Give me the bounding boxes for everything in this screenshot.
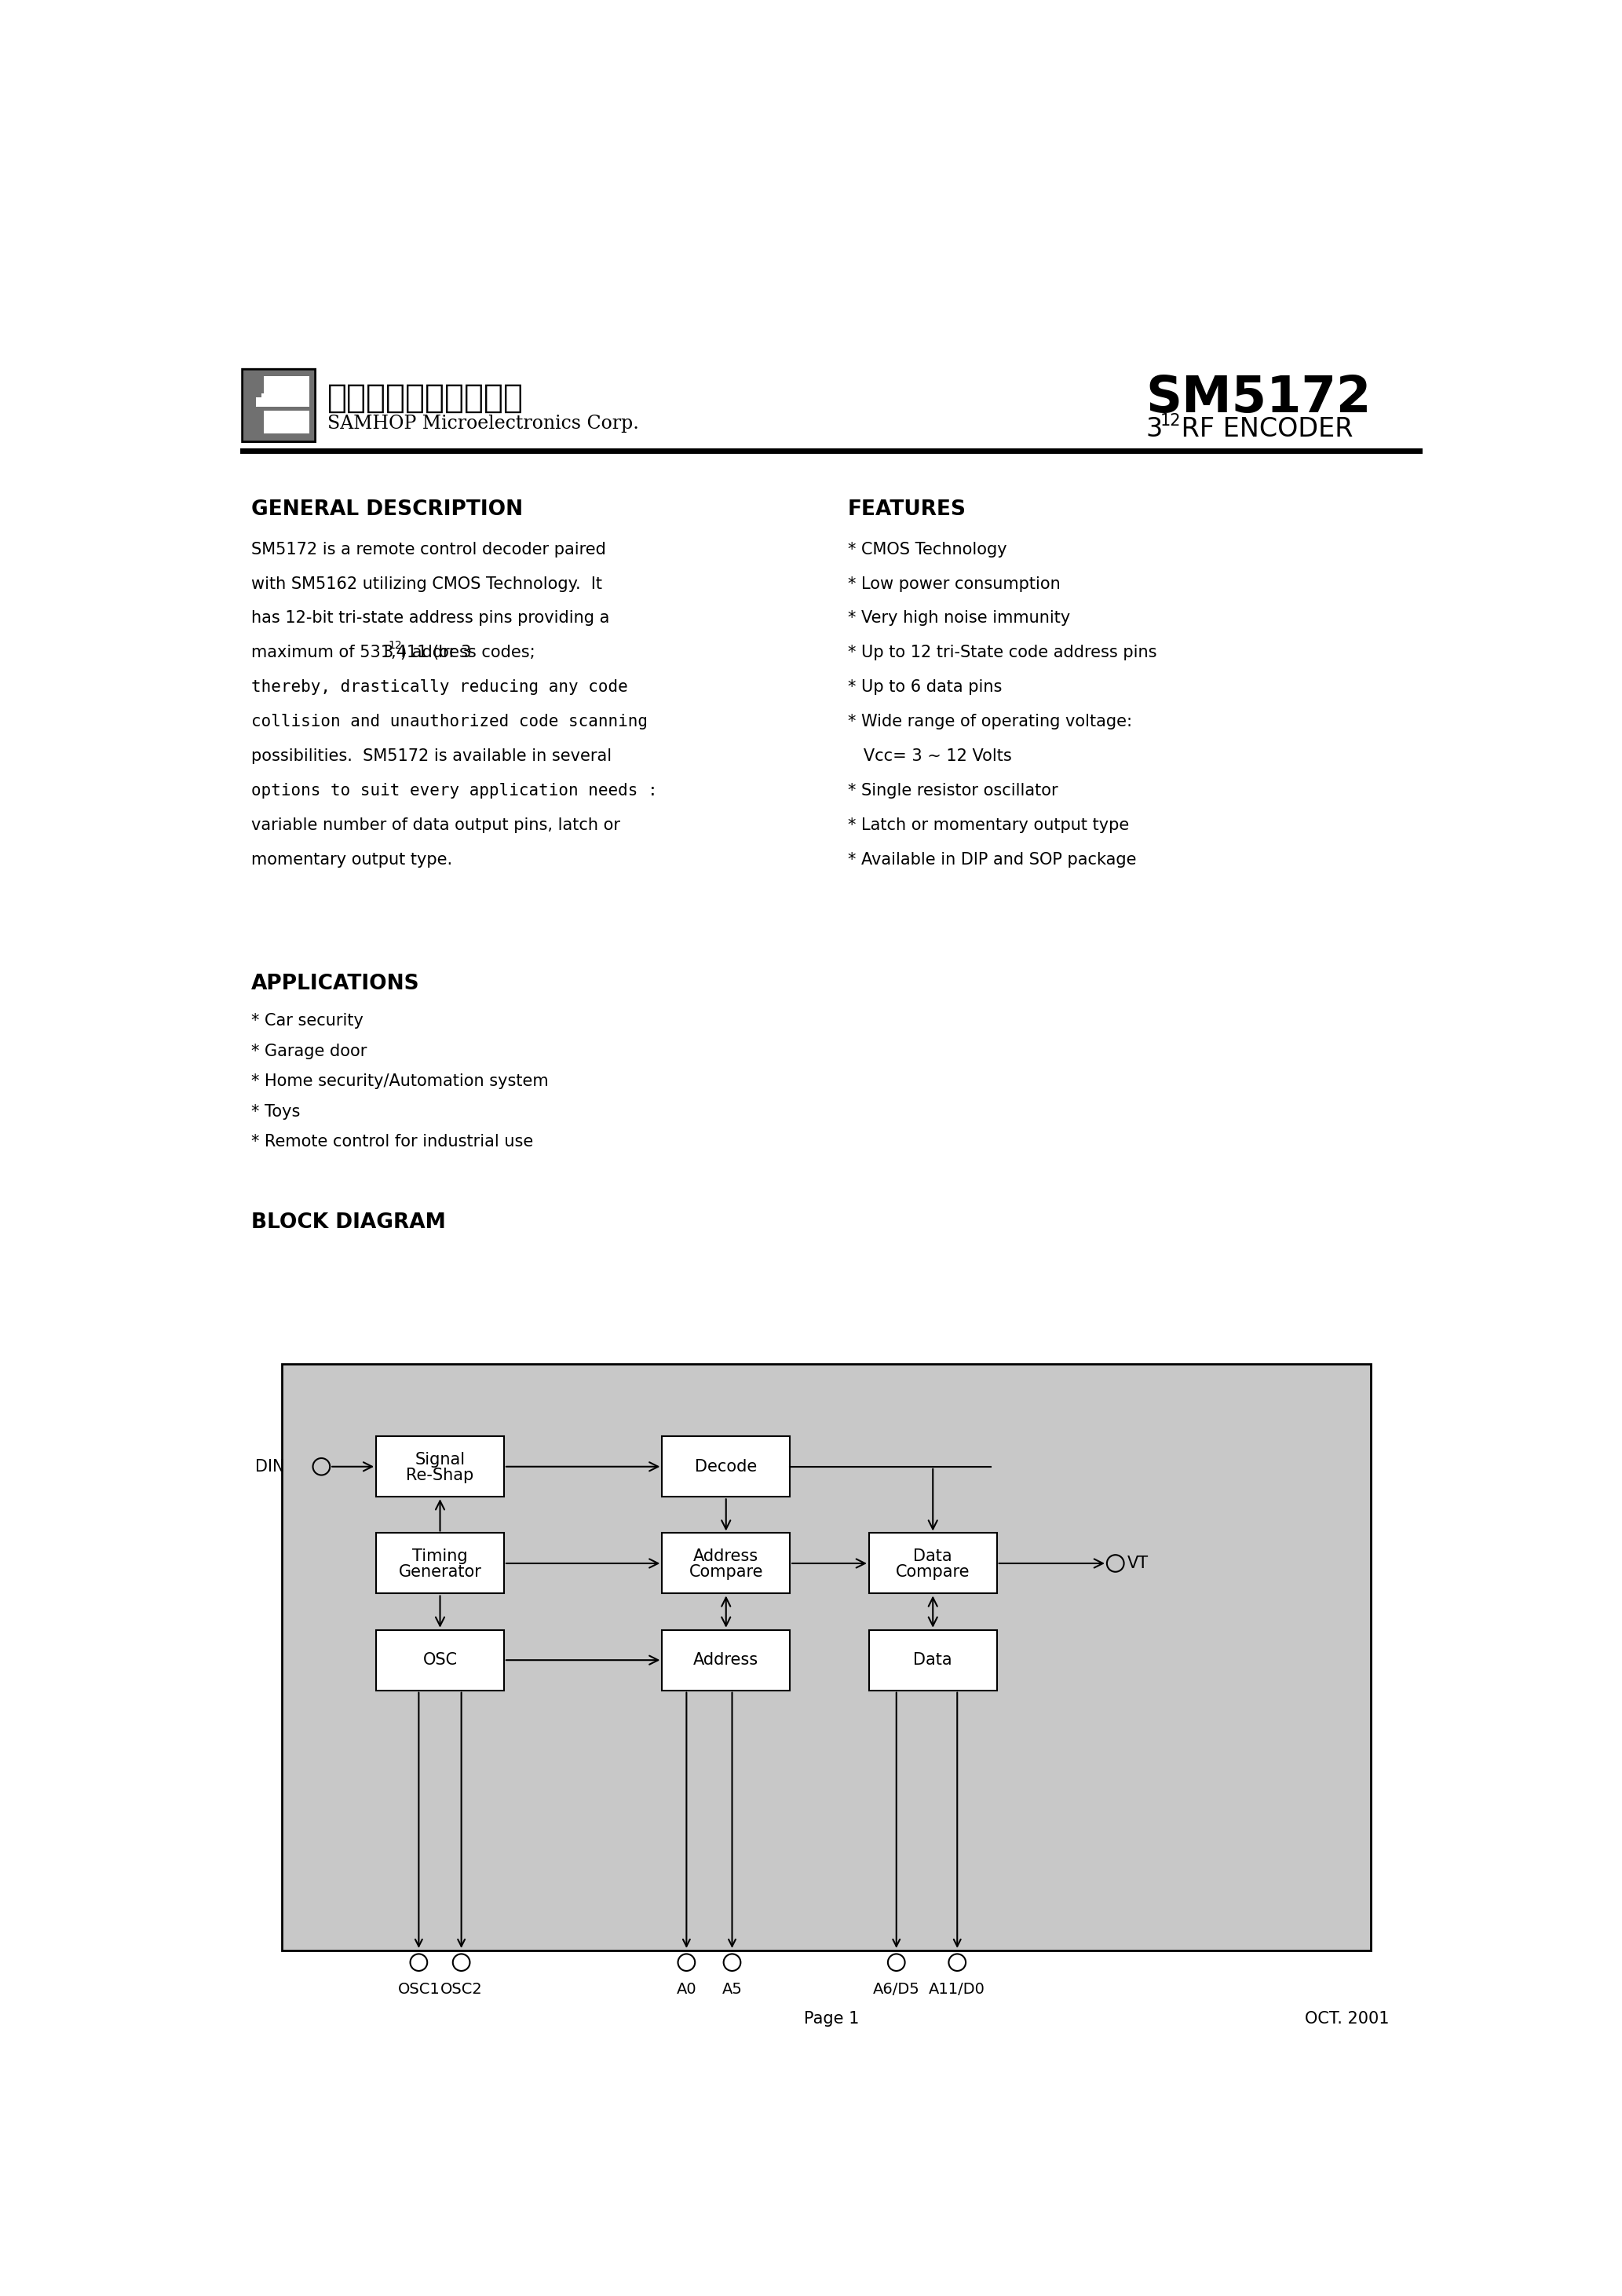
Text: * Wide range of operating voltage:: * Wide range of operating voltage: (848, 714, 1132, 730)
Text: * Up to 12 tri-State code address pins: * Up to 12 tri-State code address pins (848, 645, 1156, 661)
Bar (662, 1437, 790, 1497)
Text: VT: VT (1127, 1554, 1148, 1570)
Text: 三合微科股份有限公司: 三合微科股份有限公司 (328, 381, 524, 413)
Text: * Low power consumption: * Low power consumption (848, 576, 1061, 592)
Text: * CMOS Technology: * CMOS Technology (848, 542, 1007, 558)
Text: options to suit every application needs :: options to suit every application needs … (251, 783, 659, 799)
Text: momentary output type.: momentary output type. (251, 852, 453, 868)
Text: OSC2: OSC2 (440, 1981, 482, 1998)
Text: * Remote control for industrial use: * Remote control for industrial use (251, 1134, 534, 1150)
Text: A0: A0 (676, 1981, 696, 1998)
Text: * Car security: * Car security (251, 1013, 363, 1029)
Text: RF ENCODER: RF ENCODER (1173, 416, 1353, 441)
Bar (662, 1534, 790, 1593)
Text: * Garage door: * Garage door (251, 1042, 367, 1058)
Text: A5: A5 (722, 1981, 743, 1998)
Text: 3: 3 (383, 645, 393, 661)
Text: with SM5162 utilizing CMOS Technology.  It: with SM5162 utilizing CMOS Technology. I… (251, 576, 602, 592)
Text: maximum of 531,411 (or 3: maximum of 531,411 (or 3 (251, 645, 472, 661)
Text: * Available in DIP and SOP package: * Available in DIP and SOP package (848, 852, 1137, 868)
Text: SM5172: SM5172 (1145, 374, 1372, 422)
Text: Vcc= 3 ~ 12 Volts: Vcc= 3 ~ 12 Volts (848, 748, 1012, 765)
Bar (256, 377, 261, 397)
Bar (264, 377, 310, 397)
Text: * Single resistor oscillator: * Single resistor oscillator (848, 783, 1058, 799)
Text: Timing: Timing (412, 1548, 467, 1564)
Text: has 12-bit tri-state address pins providing a: has 12-bit tri-state address pins provid… (251, 611, 610, 627)
Bar (376, 1630, 504, 1690)
Text: * Toys: * Toys (251, 1104, 300, 1120)
Bar (662, 1630, 790, 1690)
Text: 12: 12 (388, 641, 402, 652)
Text: OSC: OSC (423, 1653, 457, 1667)
Text: A11/D0: A11/D0 (929, 1981, 986, 1998)
Text: OSC1: OSC1 (397, 1981, 440, 1998)
Text: OCT. 2001: OCT. 2001 (1304, 2011, 1388, 2027)
Text: Address: Address (693, 1548, 759, 1564)
FancyBboxPatch shape (242, 370, 315, 441)
Text: variable number of data output pins, latch or: variable number of data output pins, lat… (251, 817, 621, 833)
Text: Signal: Signal (415, 1451, 466, 1467)
Text: Compare: Compare (895, 1564, 970, 1580)
Text: thereby, drastically reducing any code: thereby, drastically reducing any code (251, 680, 628, 696)
Text: SAMHOP Microelectronics Corp.: SAMHOP Microelectronics Corp. (328, 416, 639, 432)
Bar (376, 1534, 504, 1593)
Bar (869, 1630, 998, 1690)
Text: SM5172 is a remote control decoder paired: SM5172 is a remote control decoder paire… (251, 542, 607, 558)
Text: Decode: Decode (694, 1458, 757, 1474)
Text: 12: 12 (1160, 413, 1181, 429)
Text: 3: 3 (1145, 416, 1163, 441)
Text: * Up to 6 data pins: * Up to 6 data pins (848, 680, 1002, 696)
Text: Compare: Compare (689, 1564, 762, 1580)
Bar (282, 1364, 1371, 1949)
Text: Data: Data (913, 1548, 952, 1564)
Text: Address: Address (693, 1653, 759, 1667)
Text: Generator: Generator (399, 1564, 482, 1580)
Text: FEATURES: FEATURES (848, 498, 967, 519)
Text: collision and unauthorized code scanning: collision and unauthorized code scanning (251, 714, 647, 730)
Text: A6/D5: A6/D5 (873, 1981, 920, 1998)
Bar (264, 411, 310, 434)
Text: ) address codes;: ) address codes; (401, 645, 535, 661)
Text: Re-Shap: Re-Shap (406, 1467, 474, 1483)
Text: Page 1: Page 1 (803, 2011, 860, 2027)
Text: BLOCK DIAGRAM: BLOCK DIAGRAM (251, 1212, 446, 1233)
Text: APPLICATIONS: APPLICATIONS (251, 974, 420, 994)
Text: * Home security/Automation system: * Home security/Automation system (251, 1075, 548, 1088)
Text: * Latch or momentary output type: * Latch or momentary output type (848, 817, 1129, 833)
Text: possibilities.  SM5172 is available in several: possibilities. SM5172 is available in se… (251, 748, 611, 765)
Bar (256, 393, 310, 406)
Text: * Very high noise immunity: * Very high noise immunity (848, 611, 1071, 627)
Bar (869, 1534, 998, 1593)
Bar (376, 1437, 504, 1497)
Text: DIN: DIN (255, 1458, 285, 1474)
Text: Data: Data (913, 1653, 952, 1667)
Text: GENERAL DESCRIPTION: GENERAL DESCRIPTION (251, 498, 524, 519)
